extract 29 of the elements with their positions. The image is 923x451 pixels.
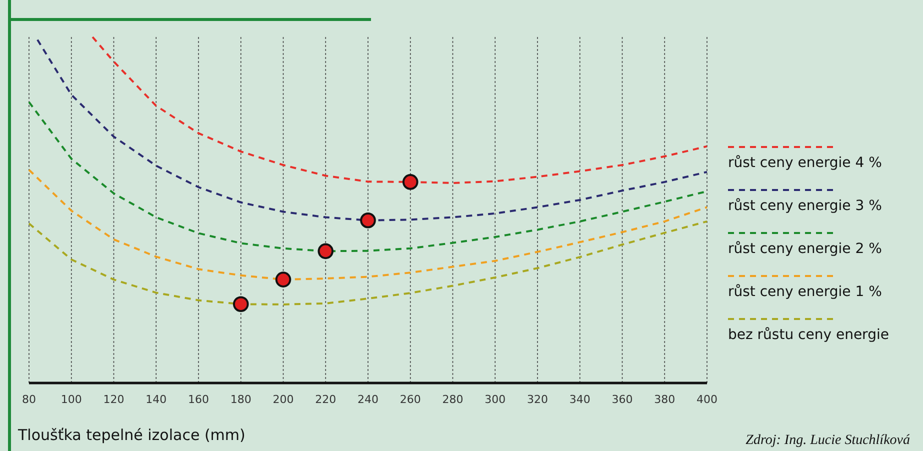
- x-tick-label: 140: [146, 392, 167, 406]
- x-tick-label: 160: [188, 392, 209, 406]
- x-axis-title: Tloušťka tepelné izolace (mm): [17, 426, 246, 444]
- x-tick-label: 380: [654, 392, 676, 406]
- point: [232, 296, 249, 312]
- text: růst ceny energie 1 %: [728, 284, 882, 300]
- x-tick-label: 320: [527, 392, 548, 406]
- x-tick-label: 100: [60, 392, 82, 406]
- x-tick-label: 220: [315, 392, 336, 406]
- x-tick-label: 360: [612, 392, 633, 406]
- text: růst ceny energie 2 %: [728, 241, 882, 257]
- x-tick-label: 280: [442, 392, 464, 406]
- x-tick-label: 340: [569, 392, 590, 406]
- x-tick-label: 180: [230, 392, 252, 406]
- x-tick-label: 80: [22, 392, 36, 406]
- x-tick-label: 240: [358, 392, 378, 406]
- text: Zdroj: Ing. Lucie Stuchlíková: [746, 433, 910, 448]
- x-tick-label: 400: [696, 392, 718, 406]
- x-tick-label: 300: [484, 392, 506, 406]
- text: růst ceny energie 3 %: [728, 198, 882, 214]
- x-tick-label: 200: [272, 392, 294, 406]
- text: bez růstu ceny energie: [728, 327, 889, 343]
- point: [275, 272, 292, 288]
- point: [318, 243, 334, 260]
- series-label: růst ceny energie 4 %: [728, 155, 882, 171]
- point: [360, 212, 376, 228]
- x-tick-label: 260: [400, 392, 421, 406]
- point: [402, 174, 418, 190]
- x-tick-label: 120: [103, 392, 124, 406]
